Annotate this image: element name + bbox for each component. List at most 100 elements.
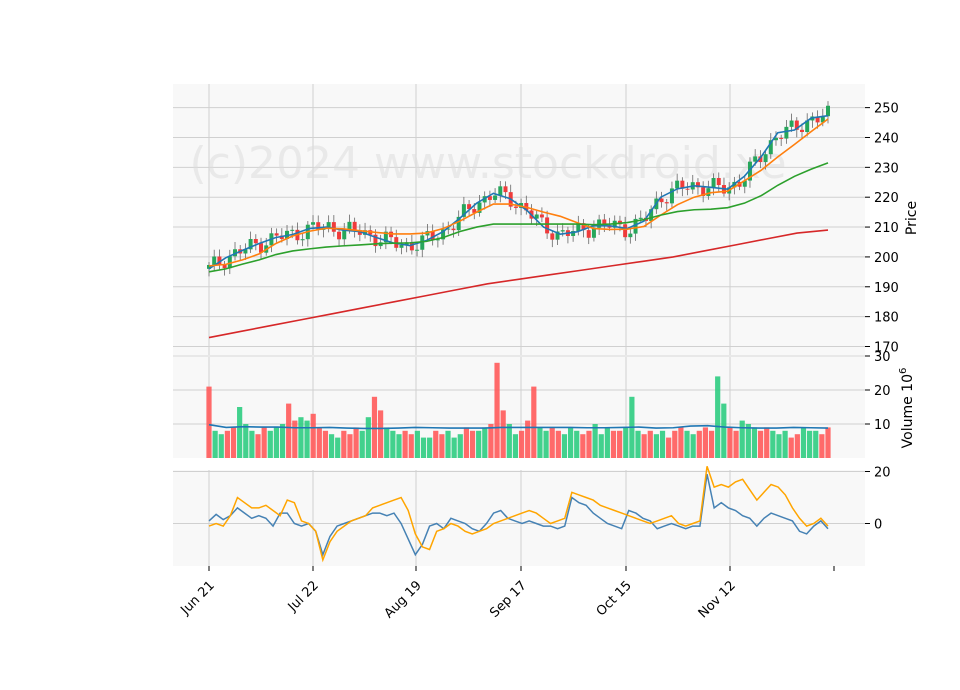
candle-up: [805, 120, 810, 133]
volume-bar: [684, 430, 690, 458]
price-panel-bg: [173, 84, 865, 355]
volume-bar: [690, 434, 696, 458]
candle-up: [555, 231, 560, 240]
candle-down: [623, 224, 628, 238]
candle-up: [342, 229, 347, 240]
watermark-text: (c)2024 www.stockdroid.xe: [189, 138, 786, 189]
x-tick-label: Nov 12: [696, 578, 739, 621]
volume-bar: [757, 430, 764, 458]
volume-bar: [641, 434, 647, 458]
candle-up: [290, 229, 295, 231]
volume-bar: [427, 437, 433, 458]
candle-up: [649, 209, 654, 221]
oscillator-lines: [208, 466, 829, 563]
candle-up: [248, 238, 253, 250]
candle-up: [446, 228, 451, 230]
volume-bar: [623, 427, 629, 458]
volume-bar: [279, 424, 286, 458]
candle-down: [758, 156, 763, 163]
candle-down: [602, 219, 607, 226]
candle-up: [477, 202, 482, 213]
price-tick-label: 200: [874, 251, 899, 266]
candle-up: [753, 156, 758, 162]
candle-down: [779, 137, 784, 139]
volume-bar: [420, 437, 427, 458]
candle-up: [789, 120, 794, 127]
volume-bar: [255, 434, 261, 458]
price-tick-label: 180: [874, 311, 899, 326]
volume-bar: [598, 434, 604, 458]
volume-bar: [574, 430, 580, 458]
candle-down: [685, 188, 690, 190]
price-tick-label: 170: [874, 341, 899, 356]
candle-down: [680, 180, 685, 189]
volume-bar: [286, 403, 292, 458]
volume-bar: [567, 427, 574, 458]
volume-bar: [666, 437, 672, 458]
price-tick-label: 210: [874, 221, 899, 236]
candle-up: [347, 221, 352, 230]
volume-bar: [328, 434, 335, 458]
moving-average-line: [208, 162, 829, 273]
candle-down: [409, 242, 414, 251]
candle-up: [399, 244, 404, 248]
candle-down: [331, 222, 336, 232]
volume-bar: [727, 427, 733, 458]
candle-up: [498, 186, 503, 196]
candle-up: [820, 116, 825, 123]
volume-bar: [353, 427, 359, 458]
volume-axis-label: Volume 106: [898, 368, 916, 449]
candle-down: [467, 204, 472, 210]
volume-bar: [457, 434, 463, 458]
volume-bar: [224, 430, 230, 458]
candle-down: [659, 198, 664, 203]
volume-bar: [476, 430, 482, 458]
volume-bar: [347, 434, 353, 458]
price-axis-label: Price: [904, 201, 920, 235]
candle-up: [571, 231, 576, 236]
candle-down: [316, 222, 321, 230]
volume-bar: [825, 427, 831, 458]
candle-down: [373, 234, 378, 247]
volume-bar: [807, 430, 813, 458]
candle-down: [664, 202, 669, 204]
oscillator-tick-label: 20: [874, 466, 891, 481]
candle-up: [633, 218, 638, 234]
volume-bar: [451, 437, 457, 458]
candle-down: [352, 221, 357, 231]
candle-down: [550, 233, 555, 240]
moving-average-line: [208, 114, 829, 270]
candle-down: [581, 223, 586, 231]
volume-bar: [580, 434, 586, 458]
volume-bar: [506, 424, 512, 458]
candle-down: [357, 230, 362, 235]
volume-bar: [390, 430, 396, 458]
volume-tick-label: 10: [874, 418, 891, 433]
volume-bar: [273, 427, 280, 458]
volume-bar: [310, 413, 316, 458]
candle-up: [227, 256, 232, 269]
candle-up: [711, 178, 716, 189]
volume-bar: [543, 430, 549, 458]
candle-up: [441, 229, 446, 240]
volume-bar: [696, 430, 702, 458]
price-tick-label: 240: [874, 131, 899, 146]
x-tick-label: Aug 19: [382, 578, 425, 621]
volume-bar: [304, 420, 310, 458]
volume-bar: [512, 434, 519, 458]
volume-bar: [635, 430, 641, 458]
volume-bar: [322, 430, 329, 458]
volume-bar: [800, 427, 807, 458]
volume-bar: [335, 437, 341, 458]
candle-up: [534, 214, 539, 219]
candle-down: [337, 231, 342, 240]
x-tick-label: Sep 17: [487, 578, 530, 621]
x-tick-label: Jul 22: [285, 578, 322, 615]
candle-up: [597, 219, 602, 228]
volume-bar: [813, 430, 819, 458]
volume-bar: [659, 430, 666, 458]
volume-bar: [764, 427, 770, 458]
candle-down: [274, 233, 279, 236]
price-tick-label: 190: [874, 281, 899, 296]
